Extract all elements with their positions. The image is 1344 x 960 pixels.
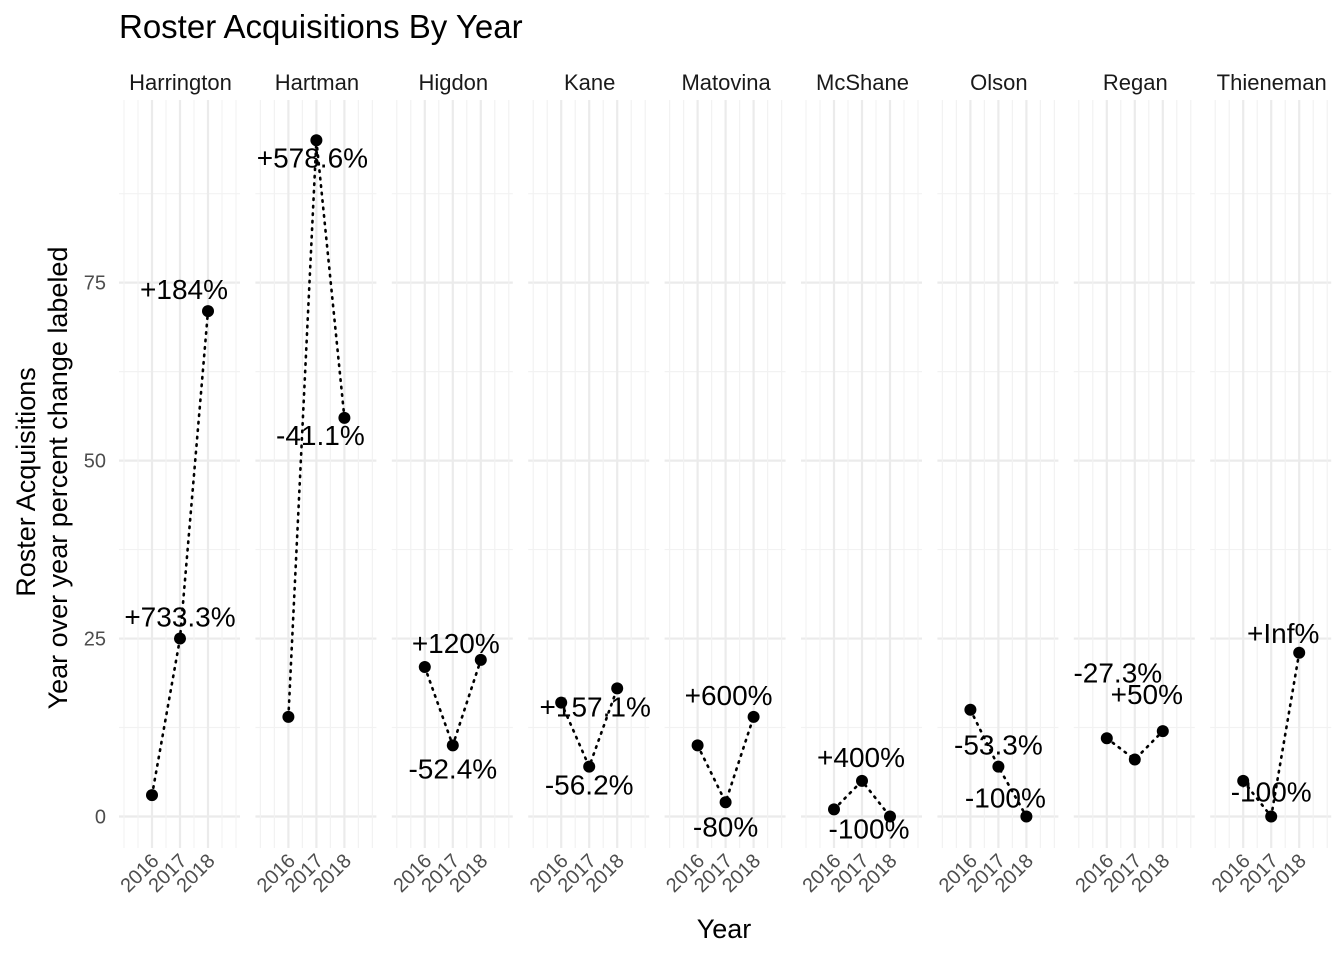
data-point — [1128, 753, 1141, 766]
data-point — [1100, 732, 1113, 745]
y-tick-label: 25 — [84, 629, 106, 651]
chart-title: Roster Acquisitions By Year — [119, 8, 523, 45]
series-line — [1105, 729, 1165, 762]
data-label: +400% — [817, 742, 905, 773]
data-label: -52.4% — [408, 753, 497, 784]
data-point — [202, 305, 214, 318]
y-axis-title-line2: Year over year percent change labeled — [43, 247, 73, 710]
data-point — [611, 682, 624, 695]
data-point — [474, 653, 487, 666]
data-point — [747, 710, 760, 723]
data-point — [174, 632, 186, 645]
data-label: -53.3% — [954, 730, 1043, 761]
facet-strip-label: Harrington — [129, 70, 232, 95]
data-point — [964, 703, 977, 716]
y-tick-label: 50 — [84, 451, 106, 473]
facet-strip-label: Higdon — [418, 70, 488, 95]
data-label: -100% — [965, 783, 1046, 814]
y-tick-label: 75 — [84, 273, 106, 295]
data-point — [446, 739, 459, 752]
y-axis-ticks: 0 25 50 75 — [84, 273, 106, 829]
data-point — [719, 796, 732, 809]
data-point — [1237, 774, 1250, 787]
y-axis-title: Roster Acquisitions Year over year perce… — [11, 247, 73, 710]
data-point — [146, 789, 158, 802]
data-point — [1293, 646, 1306, 659]
y-tick-label: 0 — [95, 807, 106, 829]
data-point — [418, 661, 431, 674]
data-point — [1265, 810, 1278, 823]
data-label: +184% — [140, 274, 228, 305]
data-label: -56.2% — [545, 770, 634, 801]
data-label: -41.1% — [276, 420, 365, 451]
data-label: +157.1% — [540, 691, 651, 722]
data-label: +50% — [1111, 679, 1183, 710]
data-point — [828, 803, 840, 816]
facet-strip-label: Thieneman — [1217, 70, 1327, 95]
data-label: -100% — [1231, 777, 1312, 808]
data-label: +Inf% — [1247, 618, 1319, 649]
data-point — [856, 774, 868, 787]
facet-panels: Harrington+733.3%+184%201620172018Hartma… — [117, 70, 1332, 897]
data-point — [1156, 725, 1169, 738]
data-label: +120% — [412, 628, 500, 659]
facet-strip-label: Matovina — [681, 70, 771, 95]
data-label: +578.6% — [257, 142, 368, 173]
data-point — [555, 696, 568, 709]
data-label: -27.3% — [1073, 658, 1162, 689]
data-point — [1020, 810, 1033, 823]
facet-strip-label: Kane — [564, 70, 615, 95]
data-point — [583, 760, 596, 773]
data-label: +600% — [685, 680, 773, 711]
data-point — [884, 810, 896, 823]
data-point — [338, 411, 351, 424]
y-axis-title-line1: Roster Acquisitions — [11, 367, 41, 597]
facet-strip-label: McShane — [816, 70, 909, 95]
facet-strip-label: Regan — [1103, 70, 1168, 95]
data-label: -80% — [693, 811, 758, 842]
facet-strip-label: Hartman — [275, 70, 359, 95]
data-label: -100% — [829, 814, 910, 845]
data-point — [282, 710, 295, 723]
data-label: +733.3% — [124, 602, 235, 633]
data-point — [310, 134, 323, 147]
facet-strip-label: Olson — [970, 70, 1027, 95]
x-axis-title: Year — [697, 914, 752, 944]
data-point — [691, 739, 704, 752]
data-point — [992, 760, 1005, 773]
